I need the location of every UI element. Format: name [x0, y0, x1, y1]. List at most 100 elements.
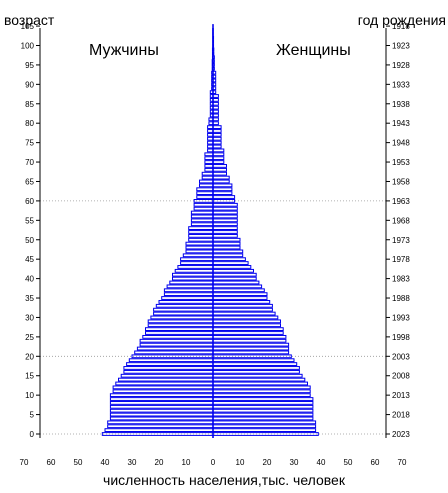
bar-women-age-33 — [212, 303, 273, 308]
bar-men-age-12 — [112, 385, 214, 390]
year-tick-label: 1928 — [392, 61, 410, 70]
bar-women-age-25 — [212, 334, 287, 339]
bar-men-age-19 — [128, 358, 214, 363]
year-tick-label: 1963 — [392, 197, 410, 206]
age-tick-label: 85 — [25, 100, 34, 109]
bar-men-age-73 — [207, 148, 214, 153]
age-tick-label: 60 — [25, 197, 34, 206]
year-tick-label: 1978 — [392, 255, 410, 264]
year-tick-label: 1943 — [392, 119, 410, 128]
year-tick-label: 1968 — [392, 216, 410, 225]
bar-women-age-83 — [212, 109, 219, 114]
bar-men-age-25 — [142, 334, 214, 339]
bar-women-age-29 — [212, 319, 281, 324]
bar-women-age-54 — [212, 222, 238, 227]
bar-men-age-13 — [115, 381, 214, 386]
age-tick-label: 65 — [25, 177, 34, 186]
bar-women-age-72 — [212, 152, 225, 157]
bar-women-age-71 — [212, 156, 225, 161]
bar-men-age-47 — [185, 249, 214, 254]
bar-men-age-7 — [109, 404, 214, 409]
bar-women-age-78 — [212, 129, 222, 133]
x-tick-label: 70 — [20, 458, 29, 467]
age-tick-label: 0 — [30, 430, 35, 439]
bar-men-age-22 — [136, 346, 214, 351]
bar-women-age-86 — [212, 97, 219, 102]
bar-men-age-65 — [199, 179, 214, 184]
bar-women-age-65 — [212, 179, 230, 184]
bar-men-age-29 — [147, 319, 214, 324]
year-tick-label: 1973 — [392, 236, 410, 245]
year-tick-label: 2018 — [392, 411, 410, 420]
bar-women-age-53 — [212, 226, 238, 230]
age-tick-label: 100 — [21, 42, 35, 51]
bar-women-age-18 — [212, 362, 298, 366]
bar-women-age-27 — [212, 327, 284, 332]
bar-men-age-51 — [188, 233, 214, 238]
age-tick-label: 20 — [25, 352, 34, 361]
bar-women-age-42 — [212, 268, 254, 273]
bar-men-age-38 — [166, 284, 214, 289]
axes-layer: 0 5 10 15 20 25 30 35 40 45 50 55 60 65 70 75 80 85 90 95 10… — [20, 22, 411, 467]
age-tick-label: 80 — [25, 119, 34, 128]
bar-men-age-11 — [112, 389, 214, 394]
women-label: Женщины — [276, 42, 351, 59]
bar-women-age-19 — [212, 358, 295, 363]
year-tick-label: 2008 — [392, 372, 410, 381]
bar-women-age-79 — [212, 125, 222, 129]
bar-women-age-56 — [212, 214, 238, 219]
bar-women-age-41 — [212, 272, 257, 277]
bar-men-age-1 — [104, 428, 214, 433]
bar-women-age-69 — [212, 164, 227, 168]
bar-women-age-61 — [212, 195, 236, 199]
grid-layer — [40, 200, 386, 435]
age-tick-label: 90 — [25, 80, 34, 89]
bar-women-age-13 — [212, 381, 308, 386]
year-tick-label: 2013 — [392, 391, 410, 400]
bar-men-age-31 — [153, 311, 214, 316]
bar-men-age-30 — [150, 315, 214, 320]
bar-women-age-66 — [212, 175, 230, 180]
age-tick-label: 40 — [25, 275, 34, 284]
bar-men-age-77 — [207, 132, 214, 137]
bar-women-age-35 — [212, 296, 268, 300]
age-tick-label: 30 — [25, 313, 34, 322]
bar-women-age-47 — [212, 249, 244, 254]
bars-women — [212, 24, 319, 436]
year-tick-label: 1923 — [392, 42, 410, 51]
bar-men-age-39 — [169, 280, 214, 285]
bar-men-age-41 — [172, 272, 214, 277]
year-tick-label: 1998 — [392, 333, 410, 342]
bar-women-age-75 — [212, 140, 222, 145]
bar-women-age-49 — [212, 241, 241, 246]
age-tick-label: 10 — [25, 391, 34, 400]
bar-women-age-81 — [212, 117, 219, 122]
bar-women-age-34 — [212, 300, 271, 304]
bar-women-age-57 — [212, 210, 238, 215]
bar-men-age-14 — [118, 377, 214, 382]
bar-men-age-26 — [145, 331, 214, 335]
x-axis-title: численность населения,тыс. человек — [103, 472, 345, 488]
age-tick-label: 25 — [25, 333, 34, 342]
bar-women-age-64 — [212, 183, 233, 188]
bar-men-age-79 — [207, 125, 214, 129]
bar-women-age-58 — [212, 206, 238, 211]
bar-men-age-48 — [185, 245, 214, 250]
bar-men-age-33 — [155, 303, 214, 308]
bar-women-age-37 — [212, 288, 265, 293]
bar-men-age-27 — [145, 327, 214, 332]
bar-men-age-64 — [199, 183, 214, 188]
x-tick-label: 40 — [317, 458, 326, 467]
bar-women-age-43 — [212, 265, 252, 269]
bar-men-age-32 — [153, 307, 214, 312]
bar-women-age-63 — [212, 187, 233, 192]
bar-women-age-14 — [212, 377, 306, 382]
bar-women-age-9 — [212, 397, 314, 401]
bar-men-age-46 — [182, 253, 214, 258]
bar-men-age-72 — [204, 152, 214, 157]
bar-men-age-28 — [147, 323, 214, 328]
year-tick-label: 2003 — [392, 352, 410, 361]
bar-men-age-34 — [158, 300, 214, 304]
bar-men-age-58 — [193, 206, 214, 211]
